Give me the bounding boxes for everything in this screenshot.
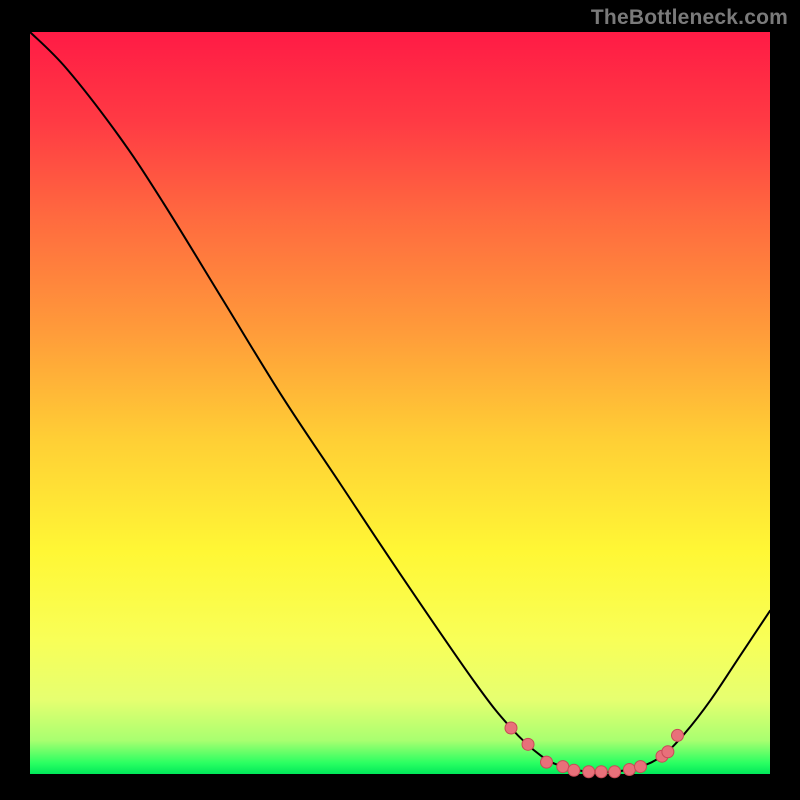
curve-marker [672,729,684,741]
curve-marker [583,766,595,778]
curve-marker [623,764,635,776]
chart-container: TheBottleneck.com [0,0,800,800]
curve-marker [505,722,517,734]
curve-marker [541,756,553,768]
curve-marker [662,746,674,758]
curve-marker [522,738,534,750]
curve-marker [635,761,647,773]
curve-marker [568,764,580,776]
curve-marker [609,766,621,778]
watermark-text: TheBottleneck.com [591,6,788,30]
bottleneck-curve-chart [0,0,800,800]
plot-background [30,32,770,774]
curve-marker [557,761,569,773]
curve-marker [595,766,607,778]
